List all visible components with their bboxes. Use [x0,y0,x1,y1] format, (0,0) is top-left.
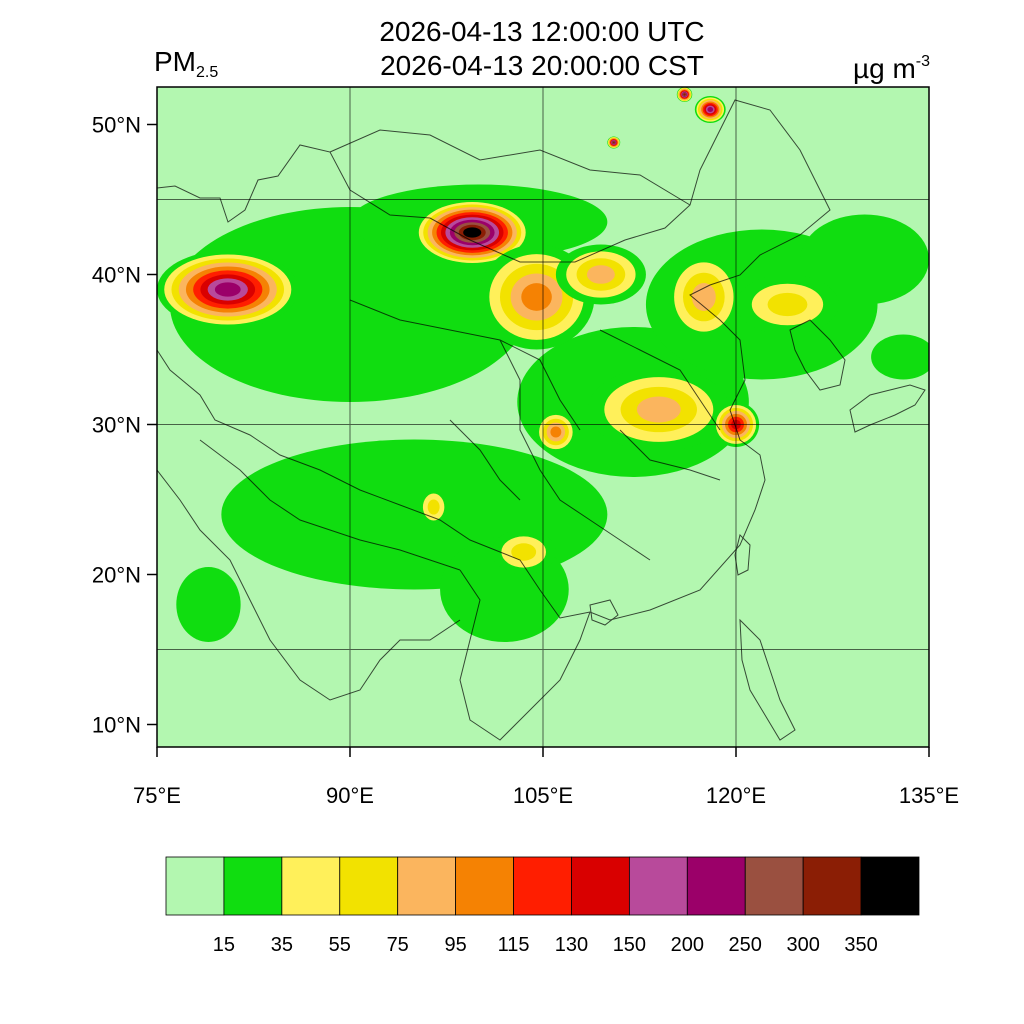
lon-tick-label: 105°E [513,783,573,808]
boundary-lines [157,99,926,741]
plume-6-level-5 [550,426,562,438]
plume-7-level-4 [691,283,716,311]
mongolia-border [329,129,691,206]
plume-9-level-3 [511,543,537,561]
colorbar-label: 15 [213,934,235,956]
title-cst: 2026-04-13 20:00:00 CST [380,50,704,81]
plume-3-level-4 [586,265,615,284]
china-border [157,99,831,621]
colorbar-label: 55 [329,934,351,956]
units-name: µg m [852,53,916,84]
plume-12-level-11 [683,93,686,96]
plume-8-level-3 [767,292,808,317]
colorbar-swatch [397,856,457,916]
plume-0-level-9 [214,282,241,297]
colorbar-label: 350 [844,934,877,956]
low-concentration-zone [800,214,929,305]
japan-coast [849,384,926,433]
lon-tick-label: 90°E [326,783,374,808]
colorbar-label: 250 [729,934,762,956]
himalaya-border [199,439,461,571]
india-border [157,469,461,701]
colorbar-swatch [455,856,514,916]
title-utc: 2026-04-13 12:00:00 UTC [379,16,705,47]
low-concentration-zone [871,334,929,380]
plume-4-level-4 [636,396,681,423]
hainan-coast [589,599,619,626]
lat-tick-label: 40°N [92,263,141,288]
colorbar-swatch [860,856,920,916]
colorbar-swatch [339,856,399,916]
colorbar-label: 130 [555,934,588,956]
colorbar-swatch [628,856,688,916]
colorbar-swatch [802,856,862,916]
internal-border-4 [619,429,721,481]
colorbar-label: 75 [387,934,409,956]
lat-tick-label: 30°N [92,413,141,438]
plume-13-level-11 [612,141,615,144]
lon-tick-label: 135°E [899,783,959,808]
lat-tick-label: 20°N [92,563,141,588]
indochina-border [459,569,591,741]
variable-name: PM [154,46,196,77]
colorbar-label: 115 [498,934,530,956]
variable-subscript: 2.5 [196,64,219,81]
korea-coast [789,319,846,391]
axis-ticks: 75°E 90°E 105°E 120°E 135°E 10°N 20°N 30°N 40°N 5… [92,113,959,809]
colorbar-swatch [686,856,746,916]
plume-10-level-3 [427,499,440,515]
colorbar-label: 150 [613,934,646,956]
plume-1-level-12 [463,227,482,238]
pollution-field [157,87,929,642]
internal-border-2 [499,339,651,561]
low-concentration-zone [176,567,241,642]
colorbar-swatch [744,856,804,916]
variable-label: PM2.5 [154,46,218,89]
lon-tick-label: 75°E [133,783,181,808]
internal-border-3 [599,329,721,431]
colorbar-label: 200 [671,934,704,956]
colorbar-swatch [281,856,341,916]
colorbar-label: 95 [444,934,466,956]
colorbar-swatch [223,856,283,916]
units-superscript: -3 [915,53,930,70]
colorbar-label: 35 [271,934,293,956]
colorbar-label: 300 [786,934,819,956]
lat-tick-label: 10°N [92,713,141,738]
plume-11-level-9 [707,107,714,112]
colorbar-swatch [165,856,225,916]
colorbar-swatch [571,856,630,916]
plume-2-level-5 [521,283,552,311]
colorbar-swatch [513,856,572,916]
philippines-coast [739,618,796,741]
lat-tick-label: 50°N [92,113,141,138]
internal-border-5 [449,419,521,501]
lon-tick-label: 120°E [706,783,766,808]
gridlines [157,87,929,747]
units-label: µg m-3 [853,46,930,85]
colorbar: 15 35 55 75 95 115 130 150 200 250 300 350 [165,856,920,956]
